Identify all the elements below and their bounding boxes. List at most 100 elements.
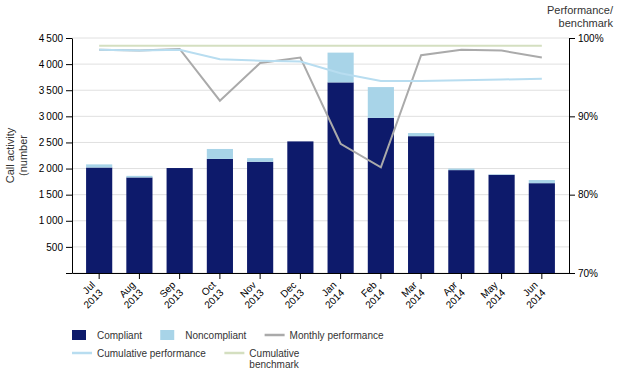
x-tick: Feb2014 <box>355 273 387 311</box>
chart: 5001 0001 5002 0002 5003 0003 5004 0004 … <box>0 0 617 385</box>
tick-mark <box>569 195 575 196</box>
text-line: (number <box>17 135 29 176</box>
bar <box>86 164 112 167</box>
y-tick: 1 500 <box>39 189 72 200</box>
tick-label: Jan2014 <box>315 279 347 311</box>
axis-line <box>72 39 73 274</box>
bar-series <box>86 53 555 184</box>
tick-label: Jul2013 <box>74 279 106 311</box>
bar <box>167 168 193 273</box>
y-tick: 3 000 <box>39 111 72 122</box>
text-line: 2014 <box>363 287 387 311</box>
bar <box>448 169 474 171</box>
y-tick: 1 000 <box>39 215 72 226</box>
tick-mark <box>541 273 542 279</box>
axis-line <box>569 39 570 274</box>
tick-label: 1 500 <box>39 189 64 200</box>
tick-label: 500 <box>46 242 63 253</box>
bar <box>287 141 313 273</box>
tick-label: Apr2014 <box>436 279 468 311</box>
bar <box>287 141 313 142</box>
bar <box>408 136 434 273</box>
x-tick: Aug2013 <box>114 273 146 311</box>
tick-mark <box>66 195 72 196</box>
tick-label: 100% <box>578 33 604 44</box>
text-line: Cumulative <box>249 348 299 359</box>
axis-line <box>73 273 570 274</box>
x-tick: Sep2013 <box>154 273 186 311</box>
legend-item: Cumulative performance <box>72 348 206 359</box>
bar <box>207 149 233 159</box>
x-tick: Mar2014 <box>396 273 428 311</box>
bar <box>489 174 515 176</box>
y2-tick: 80% <box>569 189 598 200</box>
legend-item: Compliant <box>72 330 142 341</box>
bar <box>167 168 193 169</box>
grid-line <box>72 142 569 143</box>
y2-tick: 90% <box>569 111 598 122</box>
bar <box>448 170 474 273</box>
x-tick: Dec2013 <box>275 273 307 311</box>
bar <box>126 176 152 178</box>
grid-line <box>72 116 569 117</box>
tick-label: 90% <box>578 111 598 122</box>
text-line: 2014 <box>444 287 468 311</box>
bar <box>489 175 515 273</box>
legend-item: Monthly performance <box>265 330 384 341</box>
text-line: Monthly performance <box>290 330 384 341</box>
tick-mark <box>569 273 575 274</box>
tick-mark <box>66 169 72 170</box>
tick-mark <box>300 273 301 279</box>
y-tick: 2 500 <box>39 137 72 148</box>
y-axis: 5001 0001 5002 0002 5003 0003 5004 0004 … <box>39 33 73 274</box>
bar <box>408 133 434 136</box>
bar <box>529 180 555 183</box>
tick-mark <box>501 273 502 279</box>
legend-label: Cumulativebenchmark <box>249 348 299 371</box>
legend: Compliant Noncompliant Monthly performance… <box>72 330 384 371</box>
y-tick: 2 000 <box>39 163 72 174</box>
tick-label: Oct2013 <box>194 279 226 311</box>
tick-mark <box>66 247 72 248</box>
tick-mark <box>380 273 381 279</box>
text-line: Noncompliant <box>185 330 246 341</box>
tick-label: Mar2014 <box>396 279 428 311</box>
bar <box>529 183 555 273</box>
tick-mark <box>66 90 72 91</box>
tick-mark <box>179 273 180 279</box>
tick-mark <box>461 273 462 279</box>
legend-label: Monthly performance <box>290 330 384 341</box>
tick-mark <box>66 273 72 274</box>
tick-mark <box>340 273 341 279</box>
tick-label: Aug2013 <box>114 279 146 311</box>
tick-mark <box>66 142 72 143</box>
text-line: 2014 <box>484 287 508 311</box>
bar <box>247 162 273 273</box>
tick-label: Dec2013 <box>275 279 307 311</box>
tick-label: Jun2014 <box>516 279 548 311</box>
y2-tick: 100% <box>569 33 604 44</box>
line <box>99 49 542 167</box>
x-tick: Apr2014 <box>436 273 468 311</box>
tick-label: Feb2014 <box>355 279 387 311</box>
marks <box>86 46 555 273</box>
text-line: 2014 <box>403 287 427 311</box>
text-line: 2013 <box>283 287 307 311</box>
x-tick: May2014 <box>476 273 508 311</box>
tick-mark <box>569 116 575 117</box>
tick-label: 70% <box>578 268 598 279</box>
bar <box>247 158 273 162</box>
x-tick: Oct2013 <box>194 273 226 311</box>
line <box>99 50 542 81</box>
text-line: benchmark <box>559 17 614 29</box>
tick-label: Sep2013 <box>154 279 186 311</box>
text-line: Cumulative performance <box>97 348 206 359</box>
legend-swatch <box>72 352 92 355</box>
bar <box>368 87 394 118</box>
tick-label: May2014 <box>476 279 508 311</box>
bar <box>328 82 354 273</box>
text-line: 2013 <box>122 287 146 311</box>
text-line: 2013 <box>202 287 226 311</box>
tick-label: 3 000 <box>39 111 64 122</box>
tick-mark <box>569 38 575 39</box>
